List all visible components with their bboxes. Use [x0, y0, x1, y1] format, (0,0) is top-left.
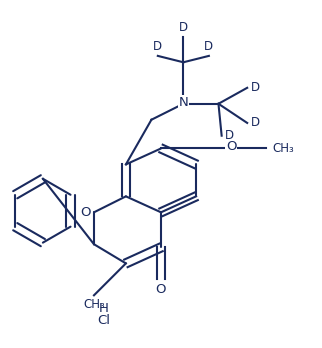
Text: O: O: [226, 140, 236, 153]
Text: O: O: [156, 283, 166, 295]
Text: H: H: [99, 302, 109, 315]
Text: D: D: [251, 81, 260, 94]
Text: CH₃: CH₃: [273, 142, 295, 155]
Text: Cl: Cl: [97, 314, 110, 327]
Text: N: N: [178, 96, 188, 109]
Text: D: D: [179, 21, 188, 33]
Text: D: D: [204, 40, 213, 53]
Text: CH₃: CH₃: [83, 299, 105, 311]
Text: D: D: [225, 129, 234, 142]
Text: O: O: [81, 206, 91, 219]
Text: D: D: [251, 117, 260, 129]
Text: D: D: [153, 40, 162, 53]
